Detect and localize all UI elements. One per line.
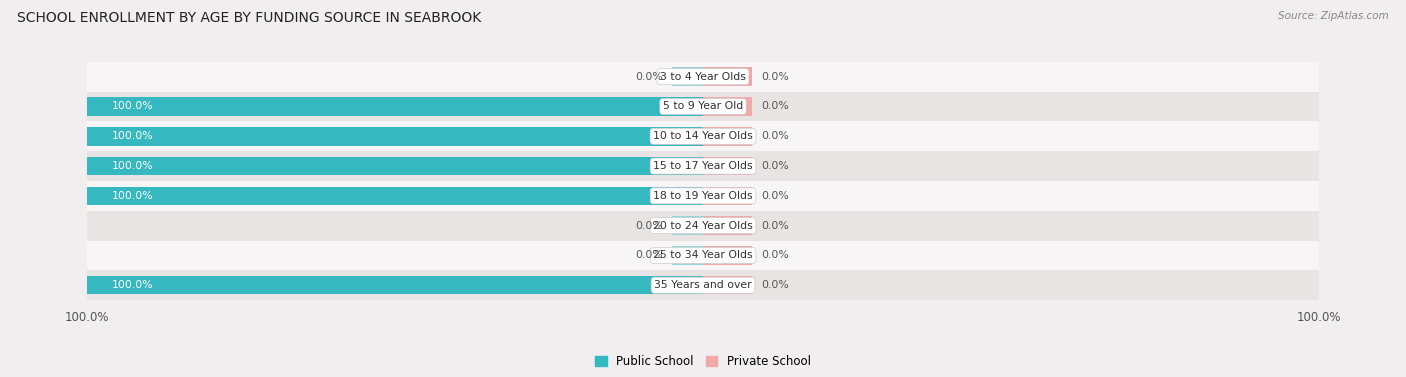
Text: 20 to 24 Year Olds: 20 to 24 Year Olds <box>654 221 752 231</box>
Text: 100.0%: 100.0% <box>111 191 153 201</box>
Text: 100.0%: 100.0% <box>111 161 153 171</box>
Bar <box>87 127 703 146</box>
Bar <box>672 67 703 86</box>
Text: 0.0%: 0.0% <box>636 72 664 82</box>
Bar <box>87 187 703 205</box>
Text: 100.0%: 100.0% <box>111 280 153 290</box>
Text: 0.0%: 0.0% <box>762 191 789 201</box>
Bar <box>703 67 752 86</box>
Text: 0.0%: 0.0% <box>762 161 789 171</box>
Bar <box>672 216 703 235</box>
Bar <box>87 270 1319 300</box>
Bar <box>87 62 1319 92</box>
Bar <box>703 216 752 235</box>
Text: 5 to 9 Year Old: 5 to 9 Year Old <box>662 101 744 112</box>
Bar <box>87 181 1319 211</box>
Bar <box>87 276 703 294</box>
Text: 15 to 17 Year Olds: 15 to 17 Year Olds <box>654 161 752 171</box>
Bar <box>703 127 752 146</box>
Legend: Public School, Private School: Public School, Private School <box>591 351 815 373</box>
Bar <box>703 246 752 265</box>
Bar <box>703 187 752 205</box>
Bar <box>87 121 1319 151</box>
Bar <box>87 157 703 175</box>
Text: 18 to 19 Year Olds: 18 to 19 Year Olds <box>654 191 752 201</box>
Text: 0.0%: 0.0% <box>762 280 789 290</box>
Bar <box>703 276 752 294</box>
Bar <box>87 97 703 116</box>
Text: 0.0%: 0.0% <box>762 250 789 261</box>
Text: 10 to 14 Year Olds: 10 to 14 Year Olds <box>654 131 752 141</box>
Text: 25 to 34 Year Olds: 25 to 34 Year Olds <box>654 250 752 261</box>
Text: 3 to 4 Year Olds: 3 to 4 Year Olds <box>659 72 747 82</box>
Text: 100.0%: 100.0% <box>111 101 153 112</box>
Text: 100.0%: 100.0% <box>111 131 153 141</box>
Text: 0.0%: 0.0% <box>762 72 789 82</box>
Text: 0.0%: 0.0% <box>762 101 789 112</box>
Text: 0.0%: 0.0% <box>762 131 789 141</box>
Text: 35 Years and over: 35 Years and over <box>654 280 752 290</box>
Text: Source: ZipAtlas.com: Source: ZipAtlas.com <box>1278 11 1389 21</box>
Bar <box>87 92 1319 121</box>
Text: 0.0%: 0.0% <box>636 250 664 261</box>
Text: 0.0%: 0.0% <box>636 221 664 231</box>
Text: SCHOOL ENROLLMENT BY AGE BY FUNDING SOURCE IN SEABROOK: SCHOOL ENROLLMENT BY AGE BY FUNDING SOUR… <box>17 11 481 25</box>
Bar <box>87 151 1319 181</box>
Text: 0.0%: 0.0% <box>762 221 789 231</box>
Bar <box>672 246 703 265</box>
Bar <box>703 97 752 116</box>
Bar <box>87 241 1319 270</box>
Bar <box>87 211 1319 241</box>
Bar <box>703 157 752 175</box>
